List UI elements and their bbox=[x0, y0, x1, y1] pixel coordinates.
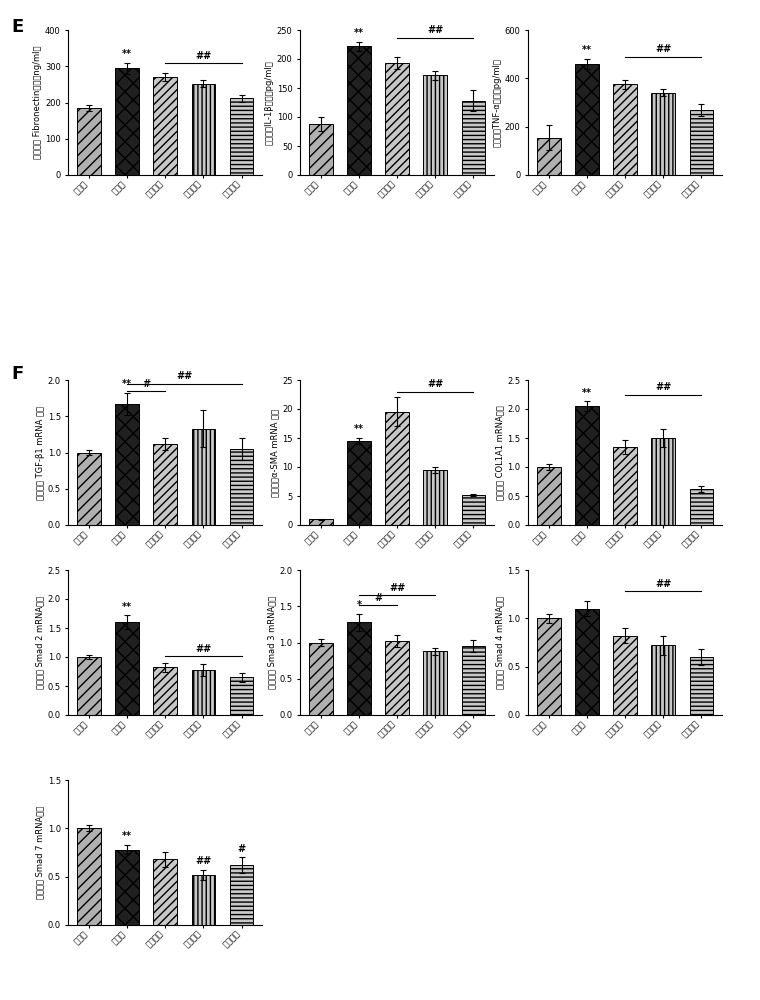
Y-axis label: 小鼠血清IL-1β水平（pg/ml）: 小鼠血清IL-1β水平（pg/ml） bbox=[265, 60, 274, 145]
Bar bbox=[230, 449, 253, 525]
Text: ##: ## bbox=[655, 382, 671, 392]
Bar bbox=[461, 646, 485, 715]
Bar bbox=[613, 84, 637, 175]
Bar bbox=[309, 124, 333, 175]
Y-axis label: 小鼠血清 Fibronectin水平（ng/ml）: 小鼠血清 Fibronectin水平（ng/ml） bbox=[33, 46, 42, 159]
Bar bbox=[347, 441, 371, 525]
Y-axis label: 小鼠胰腺 Smad 2 mRNA水平: 小鼠胰腺 Smad 2 mRNA水平 bbox=[36, 596, 45, 689]
Text: ##: ## bbox=[195, 51, 211, 61]
Text: **: ** bbox=[354, 424, 364, 434]
Text: ##: ## bbox=[195, 856, 211, 866]
Bar bbox=[461, 495, 485, 525]
Text: **: ** bbox=[582, 388, 592, 398]
Bar bbox=[385, 412, 409, 525]
Bar bbox=[537, 618, 561, 715]
Bar bbox=[575, 64, 599, 175]
Y-axis label: 小鼠胰腺 Smad 3 mRNA水平: 小鼠胰腺 Smad 3 mRNA水平 bbox=[268, 596, 277, 689]
Y-axis label: 小鼠血清TNF-α水平（pg/ml）: 小鼠血清TNF-α水平（pg/ml） bbox=[493, 58, 502, 147]
Text: ##: ## bbox=[389, 583, 405, 593]
Bar bbox=[347, 622, 371, 715]
Y-axis label: 小鼠胰腺 TGF-β1 mRNA 水平: 小鼠胰腺 TGF-β1 mRNA 水平 bbox=[36, 406, 45, 499]
Text: **: ** bbox=[122, 49, 132, 59]
Bar bbox=[230, 865, 253, 925]
Text: **: ** bbox=[122, 831, 132, 841]
Bar bbox=[689, 657, 713, 715]
Bar bbox=[192, 84, 215, 175]
Bar bbox=[423, 651, 447, 715]
Bar bbox=[116, 850, 139, 925]
Bar bbox=[78, 828, 101, 925]
Text: **: ** bbox=[122, 602, 132, 612]
Bar bbox=[575, 406, 599, 525]
Text: #: # bbox=[238, 844, 245, 854]
Bar bbox=[385, 63, 409, 175]
Bar bbox=[78, 452, 101, 525]
Text: #: # bbox=[374, 593, 382, 603]
Text: ##: ## bbox=[427, 25, 443, 35]
Text: ##: ## bbox=[427, 379, 443, 389]
Y-axis label: 小鼠胰腺α-SMA mRNA 水平: 小鼠胰腺α-SMA mRNA 水平 bbox=[271, 408, 279, 497]
Bar bbox=[423, 470, 447, 525]
Bar bbox=[192, 429, 215, 525]
Bar bbox=[613, 447, 637, 525]
Bar bbox=[651, 438, 675, 525]
Bar bbox=[689, 489, 713, 525]
Bar bbox=[423, 75, 447, 175]
Bar bbox=[651, 93, 675, 175]
Y-axis label: 小鼠胰腺 Smad 7 mRNA水平: 小鼠胰腺 Smad 7 mRNA水平 bbox=[36, 806, 45, 899]
Bar bbox=[613, 636, 637, 715]
Bar bbox=[154, 667, 177, 715]
Text: E: E bbox=[11, 18, 24, 36]
Bar bbox=[347, 46, 371, 175]
Bar bbox=[461, 101, 485, 175]
Text: **: ** bbox=[354, 28, 364, 38]
Y-axis label: 小鼠胰腺 Smad 4 mRNA水平: 小鼠胰腺 Smad 4 mRNA水平 bbox=[496, 596, 505, 689]
Bar bbox=[230, 677, 253, 715]
Bar bbox=[192, 670, 215, 715]
Bar bbox=[192, 875, 215, 925]
Text: *: * bbox=[356, 600, 362, 610]
Text: ##: ## bbox=[655, 44, 671, 54]
Text: **: ** bbox=[582, 45, 592, 55]
Bar bbox=[309, 643, 333, 715]
Bar bbox=[309, 519, 333, 525]
Text: ##: ## bbox=[655, 579, 671, 589]
Bar bbox=[689, 110, 713, 175]
Bar bbox=[537, 467, 561, 525]
Text: #: # bbox=[142, 379, 150, 389]
Bar bbox=[154, 77, 177, 175]
Bar bbox=[537, 138, 561, 175]
Y-axis label: 小鼠胰腺 COL1A1 mRNA水平: 小鼠胰腺 COL1A1 mRNA水平 bbox=[496, 405, 505, 500]
Bar bbox=[116, 68, 139, 175]
Text: F: F bbox=[11, 365, 24, 383]
Bar bbox=[385, 641, 409, 715]
Bar bbox=[230, 98, 253, 175]
Text: **: ** bbox=[122, 379, 132, 389]
Bar bbox=[575, 609, 599, 715]
Bar bbox=[154, 444, 177, 525]
Text: ##: ## bbox=[176, 371, 192, 381]
Bar bbox=[116, 622, 139, 715]
Bar bbox=[651, 645, 675, 715]
Bar bbox=[154, 859, 177, 925]
Bar bbox=[78, 108, 101, 175]
Text: ##: ## bbox=[195, 644, 211, 654]
Bar bbox=[78, 657, 101, 715]
Bar bbox=[116, 404, 139, 525]
